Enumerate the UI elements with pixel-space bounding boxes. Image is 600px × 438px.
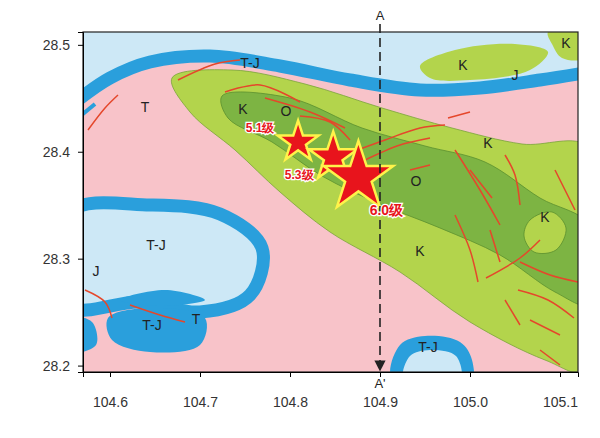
unit-o-area bbox=[221, 92, 578, 306]
x-axis-line bbox=[84, 373, 579, 378]
section-line bbox=[379, 24, 381, 366]
x-tick-mark bbox=[560, 372, 561, 377]
y-tick: 28.2 bbox=[43, 358, 83, 374]
unit-label: T-J bbox=[418, 339, 437, 355]
x-tick: 104.6 bbox=[93, 372, 128, 410]
unit-label: T-J bbox=[142, 317, 161, 333]
unit-labels: T-J T K O K J K K O K K T-J J T T-J T-J bbox=[93, 35, 572, 355]
x-tick: 104.7 bbox=[183, 372, 218, 410]
unit-tj-band bbox=[83, 104, 95, 118]
fault-line bbox=[486, 240, 540, 278]
y-axis-line bbox=[78, 33, 84, 373]
x-tick: 104.8 bbox=[273, 372, 308, 410]
fault-line bbox=[530, 320, 560, 335]
fault-line bbox=[490, 230, 500, 262]
x-axis: 104.6 104.7 104.8 104.9 105.0 105.1 bbox=[84, 372, 579, 410]
fault-line bbox=[85, 290, 112, 318]
x-tick-mark bbox=[110, 372, 111, 377]
y-tick: 28.3 bbox=[43, 251, 83, 267]
y-tick: 28.5 bbox=[43, 37, 83, 53]
x-tick-label: 104.6 bbox=[93, 394, 128, 410]
unit-tj-area bbox=[83, 317, 97, 354]
fault-line bbox=[505, 155, 520, 205]
x-tick-label: 104.8 bbox=[273, 394, 308, 410]
y-tick-mark bbox=[78, 259, 83, 260]
x-tick-mark bbox=[470, 372, 471, 377]
unit-k-area bbox=[171, 70, 578, 372]
y-tick-mark bbox=[78, 45, 83, 46]
earthquake-star bbox=[278, 121, 319, 160]
y-tick-label: 28.2 bbox=[43, 358, 70, 374]
unit-label: K bbox=[238, 101, 248, 117]
fault-line bbox=[455, 150, 500, 225]
map-figure: 104.6104.7104.8104.9105.0105.128.228.328… bbox=[0, 0, 600, 438]
y-tick: 28.4 bbox=[43, 144, 83, 160]
x-tick-label: 104.9 bbox=[363, 394, 398, 410]
unit-label: O bbox=[411, 173, 422, 189]
fault-line bbox=[178, 60, 240, 80]
y-tick-mark bbox=[78, 366, 83, 367]
section-label: A bbox=[376, 8, 385, 23]
fault-line bbox=[448, 112, 470, 118]
unit-label: K bbox=[415, 243, 425, 259]
unit-label: J bbox=[512, 67, 519, 83]
fault-line bbox=[225, 85, 300, 102]
unit-tj-area bbox=[390, 336, 474, 372]
section-label: A' bbox=[374, 376, 385, 391]
unit-label: J bbox=[93, 263, 100, 279]
fault-line bbox=[518, 290, 574, 318]
x-tick-label: 105.0 bbox=[453, 394, 488, 410]
fault-line bbox=[470, 170, 492, 198]
fault-line bbox=[365, 138, 430, 160]
earthquake-star bbox=[324, 141, 394, 207]
unit-label: O bbox=[281, 103, 292, 119]
plot-frame bbox=[83, 32, 578, 372]
x-tick-mark bbox=[200, 372, 201, 377]
quake-label: 6.0级 bbox=[370, 202, 404, 218]
x-tick-label: 105.1 bbox=[543, 394, 578, 410]
fault-line bbox=[410, 165, 430, 170]
unit-label: T-J bbox=[240, 55, 259, 71]
x-tick: 104.9 bbox=[363, 372, 398, 410]
unit-label: K bbox=[540, 209, 550, 225]
plot-area bbox=[83, 32, 578, 372]
unit-label: K bbox=[458, 57, 468, 73]
unit-label: T bbox=[141, 99, 150, 115]
x-tick: 105.0 bbox=[453, 372, 488, 410]
y-axis: 28.2 28.3 28.4 28.5 bbox=[43, 33, 84, 374]
unit-j-area bbox=[83, 203, 263, 313]
fault-line bbox=[352, 125, 445, 152]
quake-label: 5.1级 bbox=[246, 121, 276, 135]
unit-label: K bbox=[483, 135, 493, 151]
unit-label: T-J bbox=[146, 237, 165, 253]
unit-label: K bbox=[561, 35, 571, 51]
fault-line bbox=[555, 170, 575, 210]
fault-line bbox=[88, 95, 118, 130]
x-tick-label: 104.7 bbox=[183, 394, 218, 410]
x-tick: 105.1 bbox=[543, 372, 578, 410]
fault-line bbox=[540, 350, 560, 365]
unit-label: T bbox=[192, 311, 201, 327]
unit-k-area bbox=[548, 32, 578, 61]
y-tick-label: 28.4 bbox=[43, 144, 70, 160]
quake-label: 5.3级 bbox=[285, 168, 315, 182]
x-tick-mark bbox=[290, 372, 291, 377]
fault-line bbox=[505, 300, 520, 325]
fault-line bbox=[520, 262, 578, 282]
y-tick-label: 28.3 bbox=[43, 251, 70, 267]
y-tick-mark bbox=[78, 152, 83, 153]
quake-labels: 5.1级 5.3级 6.0级 bbox=[246, 121, 404, 218]
unit-tj-area bbox=[120, 290, 205, 306]
fault-line bbox=[455, 215, 478, 282]
y-tick-label: 28.5 bbox=[43, 37, 70, 53]
